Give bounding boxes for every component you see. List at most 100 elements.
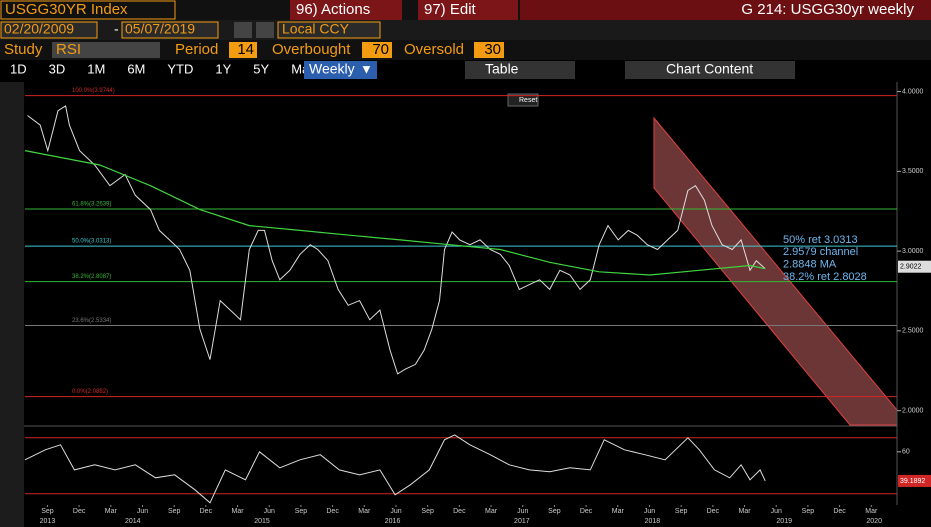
x-tick-label: Dec [200, 508, 213, 515]
range-button[interactable]: 1Y [215, 61, 231, 76]
end-date-box[interactable] [121, 21, 219, 39]
oversold: 30 [484, 41, 501, 58]
fib-label: 100.0%(3.9744) [72, 88, 115, 94]
window-title: G 214: USGG30yr weekly [741, 1, 914, 18]
annotation: 2.8848 MA [783, 259, 837, 271]
year-label: 2014 [125, 518, 141, 525]
frequency-button[interactable] [304, 61, 377, 79]
x-tick-label: Mar [485, 508, 498, 515]
y-tick-label: 3.0000 [902, 248, 924, 255]
year-label: 2013 [40, 518, 56, 525]
study-box[interactable] [52, 42, 160, 58]
actions-label: 96) Actions [296, 1, 370, 18]
chart-content-button[interactable] [625, 61, 795, 79]
year-label: 2016 [385, 518, 401, 525]
reset: Reset [519, 97, 537, 104]
currency: Local CCY [282, 21, 350, 37]
year-label: 2020 [866, 518, 882, 525]
x-tick-label: Dec [707, 508, 720, 515]
x-tick-label: Sep [548, 508, 561, 515]
x-tick-label: Dec [326, 508, 339, 515]
x-tick-label: Mar [105, 508, 118, 515]
overbought: 70 [372, 41, 389, 58]
study: RSI [56, 41, 81, 58]
start-date-box[interactable] [0, 21, 98, 39]
fib-label: 61.8%(3.2639) [72, 202, 111, 208]
x-tick-label: Sep [802, 508, 815, 515]
x-tick-label: Jun [390, 508, 401, 515]
range-button[interactable]: 6M [127, 61, 145, 76]
y-tick-label: 60 [902, 449, 910, 456]
annotation: 50% ret 3.0313 [783, 234, 858, 246]
ticker-box[interactable] [0, 0, 176, 20]
currency-box[interactable] [277, 21, 381, 39]
x-tick-label: Jun [644, 508, 655, 515]
actions-button[interactable] [290, 0, 402, 20]
oversold-label: Oversold [404, 41, 464, 58]
x-tick-label: Mar [358, 508, 371, 515]
table: Table [485, 61, 519, 77]
x-tick-label: Jun [137, 508, 148, 515]
next-button[interactable] [256, 22, 274, 38]
last-value-box [898, 474, 931, 487]
last-value: 2.9022 [900, 264, 922, 271]
range-button[interactable]: 5Y [253, 61, 269, 76]
x-tick-label: Dec [73, 508, 86, 515]
frequency: Weekly [309, 61, 355, 77]
oversold-box[interactable] [474, 42, 504, 58]
annotation: 38.2% ret 2.8028 [783, 271, 867, 283]
last-value: 39.1892 [900, 478, 925, 485]
fib-label: 38.2%(2.8087) [72, 274, 111, 280]
x-tick-label: Sep [168, 508, 181, 515]
period-box[interactable] [229, 42, 257, 58]
trend-channel [653, 116, 898, 426]
edit-button[interactable] [418, 0, 518, 20]
end-date: 05/07/2019 [125, 21, 195, 37]
range-button[interactable]: YTD [167, 61, 193, 76]
reset-button[interactable] [507, 93, 539, 107]
year-label: 2015 [254, 518, 270, 525]
fib-label: 50.0%(3.0313) [72, 239, 111, 245]
range-button[interactable]: 1M [87, 61, 105, 76]
y-tick-label: 2.5000 [902, 328, 924, 335]
year-label: 2018 [645, 518, 661, 525]
ticker: USGG30YR Index [5, 1, 128, 18]
date-separator: - [114, 21, 119, 37]
fib-label: 23.6%(2.5334) [72, 318, 111, 324]
x-tick-label: Mar [865, 508, 878, 515]
last-value-box [898, 260, 931, 273]
overbought-box[interactable] [362, 42, 392, 58]
y-tick-label: 4.0000 [902, 88, 924, 95]
x-tick-label: Sep [421, 508, 434, 515]
start-date: 02/20/2009 [4, 21, 74, 37]
range-button[interactable]: 1D [10, 61, 27, 76]
prev-button[interactable] [234, 22, 252, 38]
fib-label: 0.0%(2.0882) [72, 389, 108, 395]
x-tick-label: Jun [264, 508, 275, 515]
x-tick-label: Dec [453, 508, 466, 515]
annotation: 2.9579 channel [783, 246, 858, 258]
table-button[interactable] [465, 61, 575, 79]
x-tick-label: Mar [738, 508, 751, 515]
x-tick-label: Sep [41, 508, 54, 515]
study-label: Study [4, 41, 43, 58]
period: 14 [237, 41, 254, 58]
year-label: 2017 [514, 518, 530, 525]
x-tick-label: Sep [295, 508, 308, 515]
x-tick-label: Sep [675, 508, 688, 515]
y-tick-label: 3.5000 [902, 168, 924, 175]
x-tick-label: Dec [580, 508, 593, 515]
overbought-label: Overbought [272, 41, 351, 58]
year-label: 2019 [776, 518, 792, 525]
date-bar [0, 20, 931, 40]
x-tick-label: Mar [232, 508, 245, 515]
period-label: Period [175, 41, 218, 58]
x-tick-label: Jun [517, 508, 528, 515]
x-tick-label: Mar [612, 508, 625, 515]
chart-content: Chart Content [666, 61, 753, 77]
range-button[interactable]: 3D [49, 61, 66, 76]
x-tick-label: Dec [833, 508, 846, 515]
y-tick-label: 2.0000 [902, 407, 924, 414]
series-line [27, 105, 766, 375]
